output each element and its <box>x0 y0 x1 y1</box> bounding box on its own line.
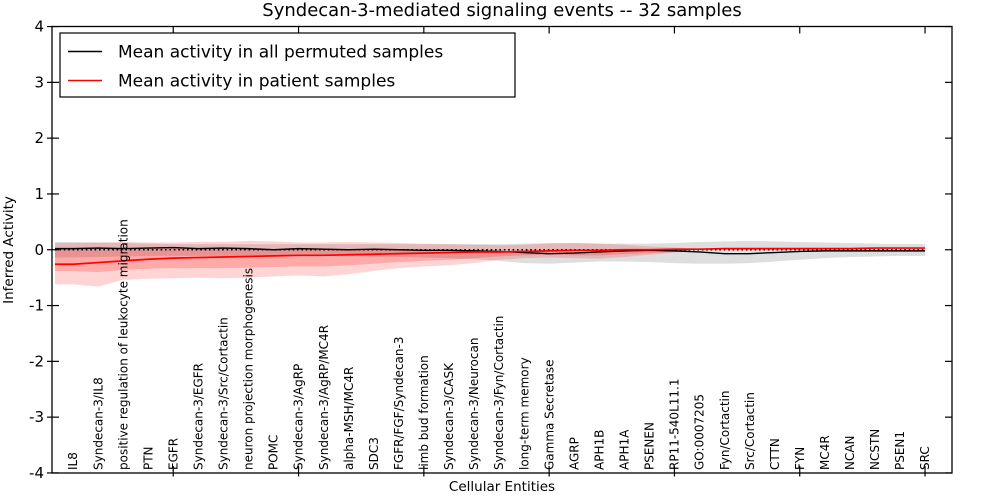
x-tick-label: GO:0007205 <box>693 394 707 470</box>
x-tick-label: AGRP <box>567 437 581 470</box>
plot-layer: -4 -3 -2 -1 0 1 2 3 4 IL8 Syndecan-3/IL8 positive r… <box>29 18 953 482</box>
y-tick-label: 4 <box>34 18 44 36</box>
x-tick-label: APH1A <box>618 429 632 470</box>
x-tick-label: NCSTN <box>868 429 882 470</box>
x-tick-label: Syndecan-3/AgRP <box>292 364 306 470</box>
x-tick-label: EGFR <box>166 438 180 470</box>
y-tick-label: -3 <box>29 408 44 426</box>
x-tick-label: PTN <box>141 446 155 470</box>
y-tick-label: 2 <box>34 129 44 147</box>
x-tick-label: IL8 <box>66 452 80 470</box>
y-tick-label: 3 <box>34 73 44 91</box>
x-tick-label: Syndecan-3/Neurocan <box>467 338 481 470</box>
x-tick-label: NCAN <box>843 435 857 470</box>
x-tick-label: Syndecan-3/EGFR <box>192 363 206 470</box>
x-tick-label: POMC <box>267 435 281 470</box>
mean-patient-line <box>55 247 926 266</box>
x-tick-label: Fyn/Cortactin <box>718 390 732 470</box>
x-tick-label: neuron projection morphogenesis <box>242 268 256 470</box>
legend-label-patient: Mean activity in patient samples <box>118 72 395 92</box>
x-tick-label: alpha-MSH/MC4R <box>342 367 356 470</box>
y-axis-label: Inferred Activity <box>1 196 17 304</box>
x-tick-label: Gamma Secretase <box>542 359 556 470</box>
y-tick-label: 1 <box>34 185 44 203</box>
x-tick-label: limb bud formation <box>417 355 431 470</box>
x-tick-label: PSEN1 <box>893 431 907 470</box>
y-tick-label: -2 <box>29 352 44 370</box>
x-tick-label: Syndecan-3/Src/Cortactin <box>217 317 231 470</box>
y-tick-label: -1 <box>29 297 44 315</box>
x-tick-label: Syndecan-3/IL8 <box>91 377 105 470</box>
x-tick-label: positive regulation of leukocyte migrati… <box>116 219 130 470</box>
chart-title: Syndecan-3-mediated signaling events -- … <box>262 0 741 21</box>
x-axis-label: Cellular Entities <box>449 479 555 495</box>
patient-samples-std-inner-band <box>55 248 700 273</box>
x-tick-label: MC4R <box>818 435 832 470</box>
y-tick-label: -4 <box>29 464 44 482</box>
y-tick-label: 0 <box>34 241 44 259</box>
legend-label-permuted: Mean activity in all permuted samples <box>118 43 443 63</box>
x-tick-label: SDC3 <box>367 437 381 470</box>
x-tick-label: Syndecan-3/Fyn/Cortactin <box>492 316 506 470</box>
patient-samples-std-outer-band <box>55 240 700 287</box>
x-tick-label: FYN <box>793 447 807 470</box>
x-tick-label: PSENEN <box>643 422 657 470</box>
x-tick-label: Syndecan-3/CASK <box>442 362 456 470</box>
legend-box <box>59 32 516 98</box>
x-tick-label: APH1B <box>592 430 606 470</box>
x-tick-label: long-term memory <box>517 357 531 470</box>
x-tick-label: SRC <box>918 446 932 470</box>
x-tick-label: CTTN <box>768 438 782 470</box>
legend: Mean activity in all permuted samples Me… <box>59 32 516 98</box>
x-tick-label: RP11-540L11.1 <box>668 379 682 470</box>
x-tick-label: FGFR/FGF/Syndecan-3 <box>392 337 406 470</box>
x-tick-label: Syndecan-3/AgRP/MC4R <box>317 325 331 470</box>
x-tick-label: Src/Cortactin <box>743 392 757 470</box>
